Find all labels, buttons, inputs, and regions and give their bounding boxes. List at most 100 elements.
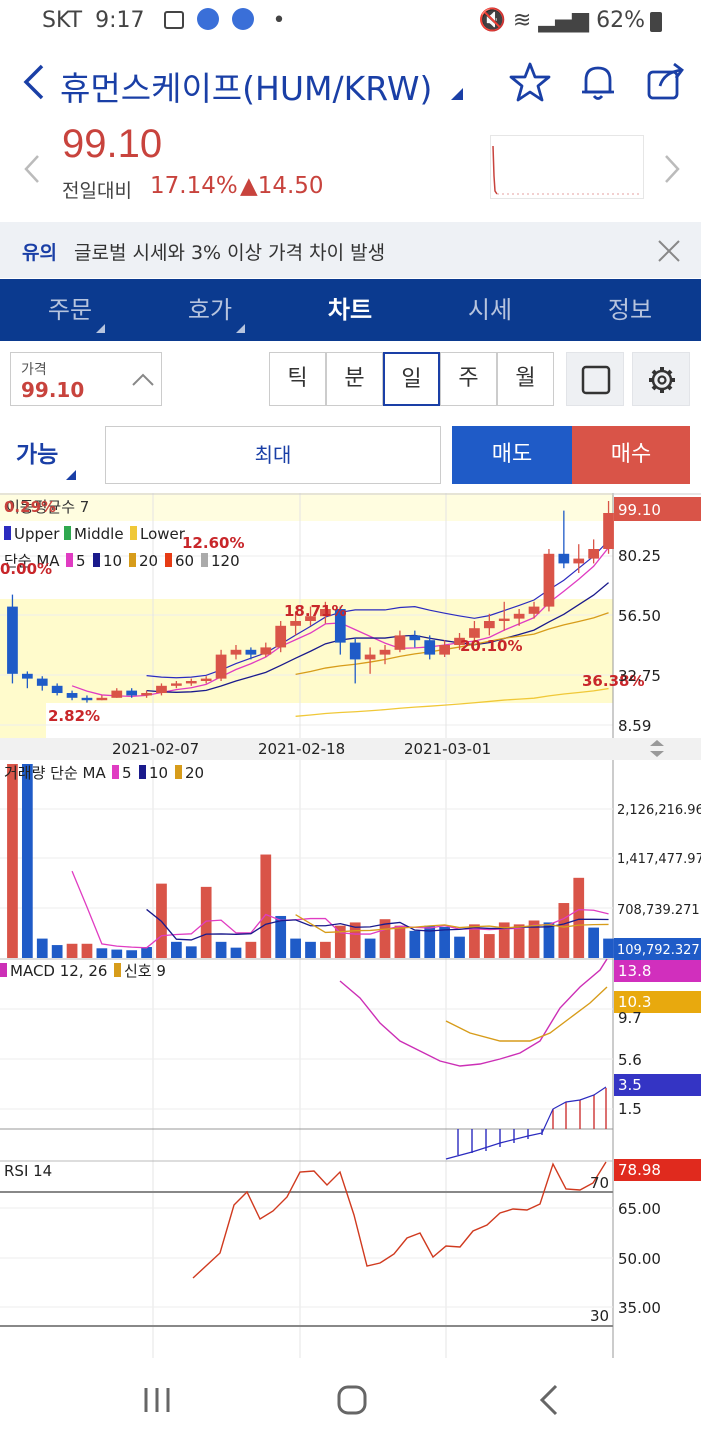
bell-icon	[582, 66, 614, 100]
period-week[interactable]: 주	[440, 352, 497, 406]
coin-title-text: 휴먼스케이프(HUM/KRW)	[60, 69, 433, 108]
volume-axis-label: 708,739.271	[617, 903, 700, 918]
candle-body	[171, 683, 182, 686]
volume-bar	[66, 943, 78, 958]
change-percent: 17.14%	[150, 173, 238, 199]
tab-info-label: 정보	[607, 296, 653, 324]
volume-bar	[171, 941, 182, 958]
chevron-right-icon	[665, 155, 680, 183]
recents-button[interactable]	[132, 1378, 182, 1422]
volume-legend-swatch	[112, 765, 119, 779]
candle-body	[275, 625, 287, 648]
candle-body	[483, 621, 495, 629]
volume-bar	[498, 922, 510, 958]
volume-bar	[424, 925, 436, 958]
period-month[interactable]: 월	[497, 352, 554, 406]
back-button[interactable]	[16, 62, 52, 102]
rsi-axis-label: 35.00	[618, 1299, 661, 1317]
period-day-label: 일	[401, 367, 422, 392]
tab-chart[interactable]: 차트	[280, 279, 420, 341]
percent-annotation: 12.60%	[182, 534, 244, 552]
close-icon	[658, 240, 680, 262]
price-axis-label: 32.75	[618, 667, 661, 685]
rsi-high-label: 70	[590, 1174, 609, 1192]
ma10-line	[146, 582, 609, 693]
price-selector[interactable]: 가격 99.10	[10, 352, 162, 406]
alarm-button[interactable]	[576, 60, 620, 104]
next-coin-button[interactable]	[660, 152, 684, 186]
buy-button[interactable]: 매수	[572, 426, 690, 484]
volume-bar	[349, 922, 361, 958]
chart-area[interactable]: 이동평균수 70.29% Upper Middle Lower 단순 MA 5 10 20 60…	[0, 493, 701, 1358]
sell-label: 매도	[491, 442, 533, 467]
notice-text: 글로벌 시세와 3% 이상 가격 차이 발생	[74, 242, 386, 264]
last-price-label: 99.10	[618, 501, 661, 519]
candle-body	[498, 618, 510, 622]
volume-legend-swatch	[175, 765, 182, 779]
favorite-button[interactable]	[508, 60, 552, 104]
period-day[interactable]: 일	[383, 352, 440, 406]
tab-quotes[interactable]: 시세	[420, 279, 560, 341]
volume-legend-period: 10	[149, 764, 168, 782]
sell-button[interactable]: 매도	[452, 426, 572, 484]
share-icon	[647, 62, 684, 100]
candle-body	[334, 609, 346, 643]
volume-bar	[230, 947, 242, 958]
notice-close-button[interactable]	[656, 238, 682, 264]
coin-title[interactable]: 휴먼스케이프(HUM/KRW)	[60, 62, 463, 110]
price-selector-value: 99.10	[21, 378, 85, 402]
candle-body	[364, 654, 376, 660]
tab-info[interactable]: 정보	[560, 279, 700, 341]
home-button[interactable]	[326, 1378, 378, 1422]
volume-ma5-line	[71, 870, 609, 949]
ma-legend-period: 5	[76, 552, 86, 570]
chart-type-button[interactable]	[566, 352, 624, 406]
legend-swatch	[64, 526, 71, 540]
volume-bar	[483, 934, 495, 958]
ma-legend-swatch	[201, 553, 208, 567]
macd-axis-label-3: 1.5	[618, 1100, 642, 1118]
rsi-axis-label: 50.00	[618, 1250, 661, 1268]
candle-body	[558, 553, 570, 564]
volume-legend-label: 거래량 단순 MA	[4, 764, 106, 782]
chevron-left-icon	[24, 155, 39, 183]
volume-ma20-line	[295, 914, 609, 934]
ma-legend-swatch	[129, 553, 136, 567]
lower-band-line	[295, 687, 609, 717]
volume-bar	[543, 922, 555, 958]
status-left: SKT 9:17 •	[42, 8, 286, 33]
signal-legend-swatch	[114, 963, 121, 977]
volume-bar	[275, 915, 287, 958]
share-button[interactable]	[644, 60, 688, 104]
change-label: 전일대비	[62, 180, 132, 202]
ma-legend-swatch	[165, 553, 172, 567]
max-button[interactable]: 최대	[105, 426, 441, 484]
volume-bar	[290, 938, 301, 958]
date-axis-label: 2021-02-18	[258, 740, 345, 758]
volume-bar	[334, 925, 346, 958]
mini-chart[interactable]	[490, 135, 644, 199]
clock-label: 9:17	[95, 8, 145, 33]
tab-order[interactable]: 주문	[0, 279, 140, 341]
period-tick-label: 틱	[287, 366, 308, 391]
mini-chart-line	[492, 145, 641, 195]
chevron-up-icon	[132, 373, 154, 386]
buy-label: 매수	[610, 442, 652, 467]
volume-bar	[7, 764, 18, 958]
candle-body	[66, 693, 78, 698]
tab-quotes-label: 시세	[467, 296, 513, 324]
period-month-label: 월	[515, 366, 536, 391]
candle-body	[513, 613, 525, 619]
period-minute[interactable]: 분	[326, 352, 383, 406]
period-tick[interactable]: 틱	[269, 352, 326, 406]
candle-body	[200, 678, 212, 682]
ma-legend-swatch	[93, 553, 100, 567]
prev-coin-button[interactable]	[20, 152, 44, 186]
available-selector[interactable]: 가능	[16, 426, 86, 484]
volume-bar	[588, 927, 600, 958]
chart-settings-button[interactable]	[632, 352, 690, 406]
volume-ma10-line	[146, 908, 609, 941]
back-nav-button[interactable]	[528, 1378, 572, 1422]
tab-orderbook[interactable]: 호가	[140, 279, 280, 341]
volume-bar	[573, 877, 585, 958]
